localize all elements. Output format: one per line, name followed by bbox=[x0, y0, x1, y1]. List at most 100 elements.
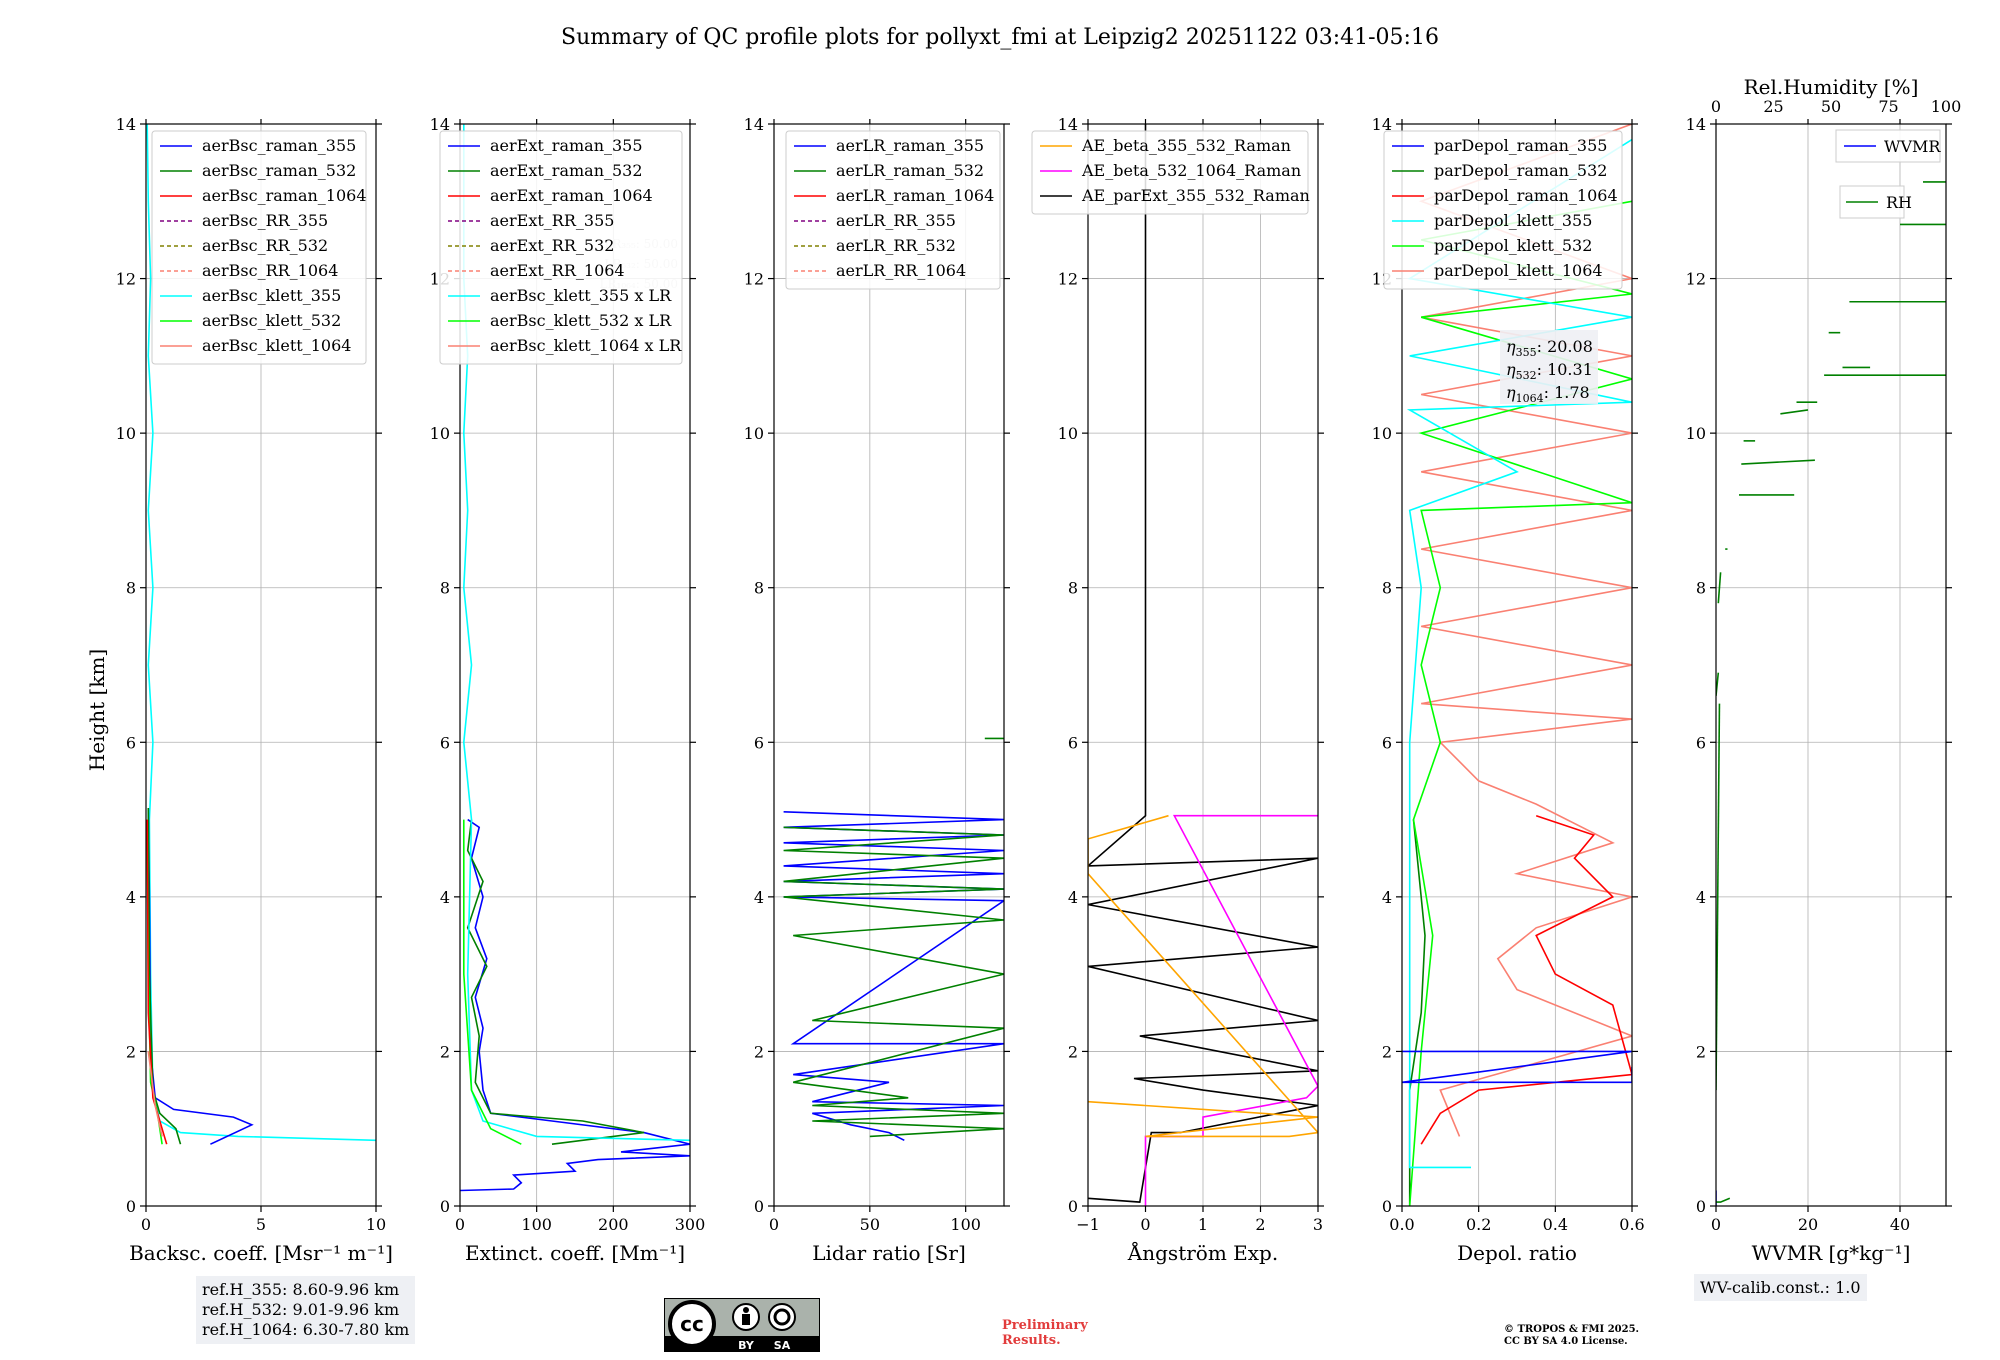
legend-entry: aerBsc_klett_355 x LR bbox=[490, 286, 672, 305]
x-axis-label: Backsc. coeff. [Msr⁻¹ m⁻¹] bbox=[129, 1241, 393, 1265]
y-tick-label: 14 bbox=[1058, 115, 1078, 134]
x-tick-label: 100 bbox=[950, 1215, 981, 1234]
top-x-axis-label: Rel.Humidity [%] bbox=[1744, 75, 1919, 99]
series-AE_parExt_355_532_Raman bbox=[1088, 124, 1318, 1203]
x-tick-label: 200 bbox=[598, 1215, 629, 1234]
series-RH bbox=[1716, 1197, 1731, 1203]
legend-entry: aerExt_RR_1064 bbox=[490, 261, 625, 280]
x-tick-label: 0.2 bbox=[1466, 1215, 1491, 1234]
y-tick-label: 10 bbox=[1058, 424, 1078, 443]
series-aerBsc_raman_1064 bbox=[146, 819, 168, 1145]
series-group bbox=[783, 737, 1004, 1142]
legend-entry: aerBsc_raman_1064 bbox=[202, 186, 367, 205]
series-parDepol_klett_532 bbox=[1408, 200, 1632, 1206]
legend: aerBsc_raman_355 aerBsc_raman_532 aerBsc_r… bbox=[151, 130, 367, 365]
by-text: BY bbox=[738, 1339, 755, 1352]
eta-label: η532: 10.31 bbox=[1506, 360, 1593, 382]
x-tick-label: 3 bbox=[1313, 1215, 1323, 1234]
legend-entry: aerBsc_raman_355 bbox=[202, 136, 356, 155]
legend-entry: parDepol_klett_1064 bbox=[1434, 261, 1603, 280]
x-axis-label: WVMR [g*kg⁻¹] bbox=[1752, 1241, 1911, 1265]
legend: AE_beta_355_532_Raman AE_beta_532_1064_Ra… bbox=[1031, 130, 1310, 215]
legend-entry: aerExt_raman_532 bbox=[490, 161, 643, 180]
ref-height-1064: ref.H_1064: 6.30-7.80 km bbox=[202, 1320, 410, 1339]
legend: WVMR RH bbox=[1835, 129, 1941, 219]
y-tick-label: 10 bbox=[430, 424, 450, 443]
x-axis-label: Lidar ratio [Sr] bbox=[812, 1241, 966, 1265]
x-tick-label: 0 bbox=[769, 1215, 779, 1234]
x-axis-label: Extinct. coeff. [Mm⁻¹] bbox=[465, 1241, 685, 1265]
legend-box bbox=[1383, 130, 1623, 290]
x-tick-label: 0.4 bbox=[1543, 1215, 1568, 1234]
panel-lidar_ratio: 0 50 100 0 2 4 6 8 10 12 14 Lidar ratio [Sr] aerLR_r… bbox=[744, 115, 1010, 1265]
y-tick-label: 12 bbox=[1058, 270, 1078, 289]
series-aerLR_raman_532 bbox=[783, 826, 1004, 1138]
y-tick-label: 0 bbox=[440, 1197, 450, 1216]
y-tick-label: 0 bbox=[754, 1197, 764, 1216]
x-tick-label: 0 bbox=[1711, 1215, 1721, 1234]
y-tick-label: 8 bbox=[754, 579, 764, 598]
y-tick-label: 4 bbox=[440, 888, 450, 907]
series-AE_beta_355_532_Raman bbox=[1088, 814, 1318, 1138]
legend-entry: aerBsc_RR_1064 bbox=[202, 261, 338, 280]
series-AE_beta_532_1064_Raman bbox=[1144, 814, 1318, 1206]
y-tick-label: 0 bbox=[1696, 1197, 1706, 1216]
legend-entry: parDepol_klett_355 bbox=[1434, 211, 1592, 230]
top-x-tick-label: 100 bbox=[1931, 97, 1962, 116]
rh-segment bbox=[1780, 409, 1809, 415]
series-aerBsc_raman_355 bbox=[147, 807, 254, 1145]
legend-entry: AE_beta_355_532_Raman bbox=[1081, 136, 1291, 155]
y-tick-label: 10 bbox=[1686, 424, 1706, 443]
y-tick-label: 2 bbox=[1696, 1042, 1706, 1061]
top-x-tick-label: 0 bbox=[1711, 97, 1721, 116]
legend-entry: WVMR bbox=[1884, 137, 1941, 156]
ref-height-532: ref.H_532: 9.01-9.96 km bbox=[202, 1300, 400, 1319]
legend-entry: aerLR_RR_355 bbox=[836, 211, 956, 230]
legend-entry: aerLR_raman_1064 bbox=[836, 186, 994, 205]
legend-entry: aerExt_RR_355 bbox=[490, 211, 614, 230]
legend: parDepol_raman_355 parDepol_raman_532 parD… bbox=[1383, 130, 1623, 290]
y-tick-label: 0 bbox=[1068, 1197, 1078, 1216]
y-tick-label: 14 bbox=[744, 115, 764, 134]
y-tick-label: 6 bbox=[1696, 733, 1706, 752]
series-aerBsc_klett_355 bbox=[146, 124, 376, 1142]
axes-frame bbox=[773, 123, 1005, 1207]
legend-entry: AE_parExt_355_532_Raman bbox=[1081, 186, 1310, 205]
legend-entry: aerBsc_raman_532 bbox=[202, 161, 356, 180]
y-tick-label: 12 bbox=[744, 270, 764, 289]
y-tick-label: 6 bbox=[1068, 733, 1078, 752]
series-aerBsc_klett_1064 bbox=[147, 1051, 163, 1137]
y-tick-label: 2 bbox=[1068, 1042, 1078, 1061]
y-tick-label: 10 bbox=[744, 424, 764, 443]
series-group bbox=[146, 124, 376, 1145]
sa-icon bbox=[768, 1303, 796, 1331]
legend-entry: aerExt_raman_1064 bbox=[490, 186, 653, 205]
series-group bbox=[460, 124, 690, 1192]
x-axis-label: Ångström Exp. bbox=[1127, 1240, 1278, 1265]
series-aerBsc_klett_355 x LR bbox=[462, 124, 690, 1142]
legend-entry: parDepol_klett_532 bbox=[1434, 236, 1592, 255]
legend-entry: aerLR_raman_532 bbox=[836, 161, 984, 180]
ref-height-355: ref.H_355: 8.60-9.96 km bbox=[202, 1280, 400, 1299]
figure-title: Summary of QC profile plots for pollyxt_… bbox=[561, 25, 1439, 50]
axes-frame bbox=[1087, 123, 1319, 1207]
y-axis-label: Height [km] bbox=[85, 649, 109, 771]
x-tick-label: 100 bbox=[521, 1215, 552, 1234]
x-tick-label: 40 bbox=[1890, 1215, 1910, 1234]
axes-frame bbox=[1715, 123, 1947, 1207]
y-tick-label: 6 bbox=[126, 733, 136, 752]
legend-entry: parDepol_raman_355 bbox=[1434, 136, 1607, 155]
y-tick-label: 6 bbox=[1382, 733, 1392, 752]
top-x-tick-label: 50 bbox=[1821, 97, 1841, 116]
y-tick-label: 4 bbox=[126, 888, 136, 907]
axes-frame bbox=[1401, 123, 1633, 1207]
sa-text: SA bbox=[774, 1339, 791, 1352]
y-tick-label: 12 bbox=[116, 270, 136, 289]
x-tick-label: 20 bbox=[1798, 1215, 1818, 1234]
legend-entry: aerLR_RR_532 bbox=[836, 236, 956, 255]
preliminary-line-2: Results. bbox=[1002, 1333, 1061, 1348]
x-tick-label: −1 bbox=[1076, 1215, 1100, 1234]
x-tick-label: 0.6 bbox=[1619, 1215, 1644, 1234]
y-tick-label: 2 bbox=[440, 1042, 450, 1061]
